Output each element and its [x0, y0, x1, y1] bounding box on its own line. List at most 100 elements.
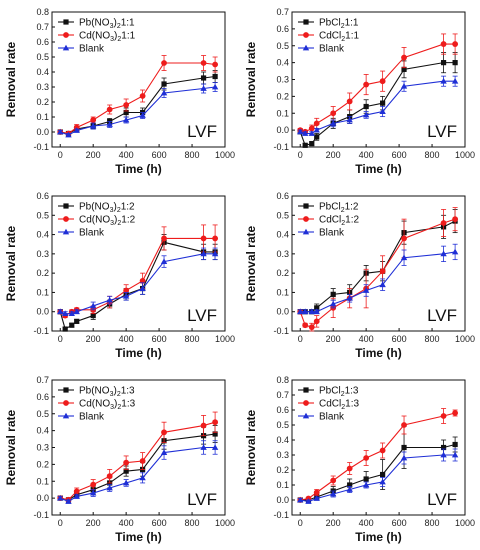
- data-point: [329, 120, 337, 126]
- x-tick-label: 800: [185, 150, 200, 160]
- data-point: [200, 235, 207, 242]
- series-line: [60, 446, 216, 503]
- data-point: [440, 220, 447, 226]
- plot-frame: [291, 379, 466, 516]
- legend-label: Blank: [79, 412, 105, 423]
- data-point: [400, 454, 408, 461]
- panel-annotation: LVF: [187, 490, 217, 509]
- y-tick-label: -0.1: [273, 326, 289, 336]
- data-point: [309, 141, 315, 147]
- data-point: [161, 60, 167, 66]
- data-point: [451, 451, 459, 458]
- data-point: [212, 73, 218, 80]
- data-point: [122, 116, 130, 123]
- y-tick-label: 0.4: [36, 67, 49, 77]
- legend-item: PbCl21:2: [298, 202, 359, 215]
- y-tick-label: 0.7: [276, 7, 289, 17]
- y-tick-label: 0.3: [276, 249, 289, 259]
- legend-item: CdCl21:3: [298, 399, 359, 411]
- x-tick-label: 0: [58, 518, 63, 528]
- x-tick-label: 400: [359, 150, 374, 160]
- legend-label: Cd(NO3)21:2: [79, 215, 136, 228]
- data-point: [123, 109, 129, 116]
- data-point: [440, 250, 447, 257]
- y-tick-label: 0.7: [276, 390, 289, 400]
- legend-marker: [302, 44, 310, 51]
- series-blank: [57, 82, 219, 138]
- series-line: [60, 433, 216, 501]
- legend-marker: [302, 412, 310, 419]
- y-tick-label: 0.5: [276, 210, 289, 220]
- data-point: [69, 322, 75, 328]
- data-point: [61, 310, 69, 317]
- y-tick-label: 0.2: [276, 268, 289, 278]
- data-point: [89, 489, 97, 496]
- legend-label: PbCl21:2: [319, 202, 359, 215]
- x-tick-label: 800: [185, 518, 200, 528]
- series-blank: [57, 247, 219, 317]
- data-point: [379, 108, 386, 114]
- data-point: [297, 496, 304, 503]
- legend-item: Cd(NO3)21:3: [58, 399, 136, 411]
- data-point: [89, 122, 97, 129]
- data-point: [363, 455, 370, 461]
- data-point: [346, 98, 353, 105]
- data-point: [308, 130, 315, 136]
- x-tick-label: 400: [119, 334, 134, 344]
- data-point: [401, 66, 407, 72]
- legend-item: Cd(NO3)21:1: [58, 31, 136, 43]
- data-point: [200, 75, 207, 81]
- data-point: [90, 481, 97, 488]
- x-tick-label: 600: [152, 334, 167, 344]
- data-point: [363, 81, 370, 88]
- data-point: [57, 494, 64, 501]
- legend-marker: [303, 32, 309, 38]
- y-tick-label: 0.6: [36, 392, 49, 402]
- data-point: [346, 465, 353, 472]
- data-point: [362, 481, 370, 488]
- data-point: [314, 305, 320, 311]
- data-point: [301, 130, 309, 136]
- y-tick-label: 0.4: [36, 230, 49, 240]
- x-tick-label: 200: [326, 150, 341, 160]
- legend-label: Blank: [319, 44, 345, 55]
- x-tick-label: 200: [86, 518, 101, 528]
- data-point: [212, 419, 219, 426]
- legend-item: Blank: [298, 412, 345, 423]
- data-point: [122, 479, 130, 486]
- y-tick-label: 0.1: [36, 287, 49, 297]
- x-tick-label: 0: [58, 150, 63, 160]
- data-point: [440, 77, 447, 84]
- data-point: [106, 121, 113, 127]
- series-blank: [57, 440, 219, 504]
- data-point: [379, 268, 386, 275]
- data-point: [362, 287, 370, 293]
- y-tick-label: 0.3: [276, 75, 289, 85]
- y-tick-label: 0.0: [36, 307, 49, 317]
- legend-marker: [303, 216, 309, 222]
- data-point: [451, 248, 459, 255]
- y-axis-label: Removal rate: [244, 409, 258, 485]
- legend-marker: [303, 387, 309, 393]
- data-point: [330, 477, 337, 484]
- y-axis-label: Removal rate: [4, 225, 18, 301]
- data-point: [212, 235, 219, 242]
- y-tick-label: 0.4: [36, 426, 49, 436]
- data-point: [302, 142, 308, 148]
- data-point: [452, 216, 459, 223]
- y-tick-label: 0.6: [36, 37, 49, 47]
- y-tick-label: 0.2: [36, 97, 49, 107]
- y-tick-label: 0.6: [276, 405, 289, 415]
- data-point: [160, 258, 168, 264]
- data-point: [297, 128, 304, 135]
- x-tick-label: 0: [298, 334, 303, 344]
- x-tick-label: 400: [359, 518, 374, 528]
- y-tick-label: 0.1: [276, 287, 289, 297]
- data-point: [379, 78, 386, 85]
- data-point: [313, 126, 320, 133]
- x-axis-label: Time (h): [115, 162, 161, 176]
- data-point: [330, 110, 337, 117]
